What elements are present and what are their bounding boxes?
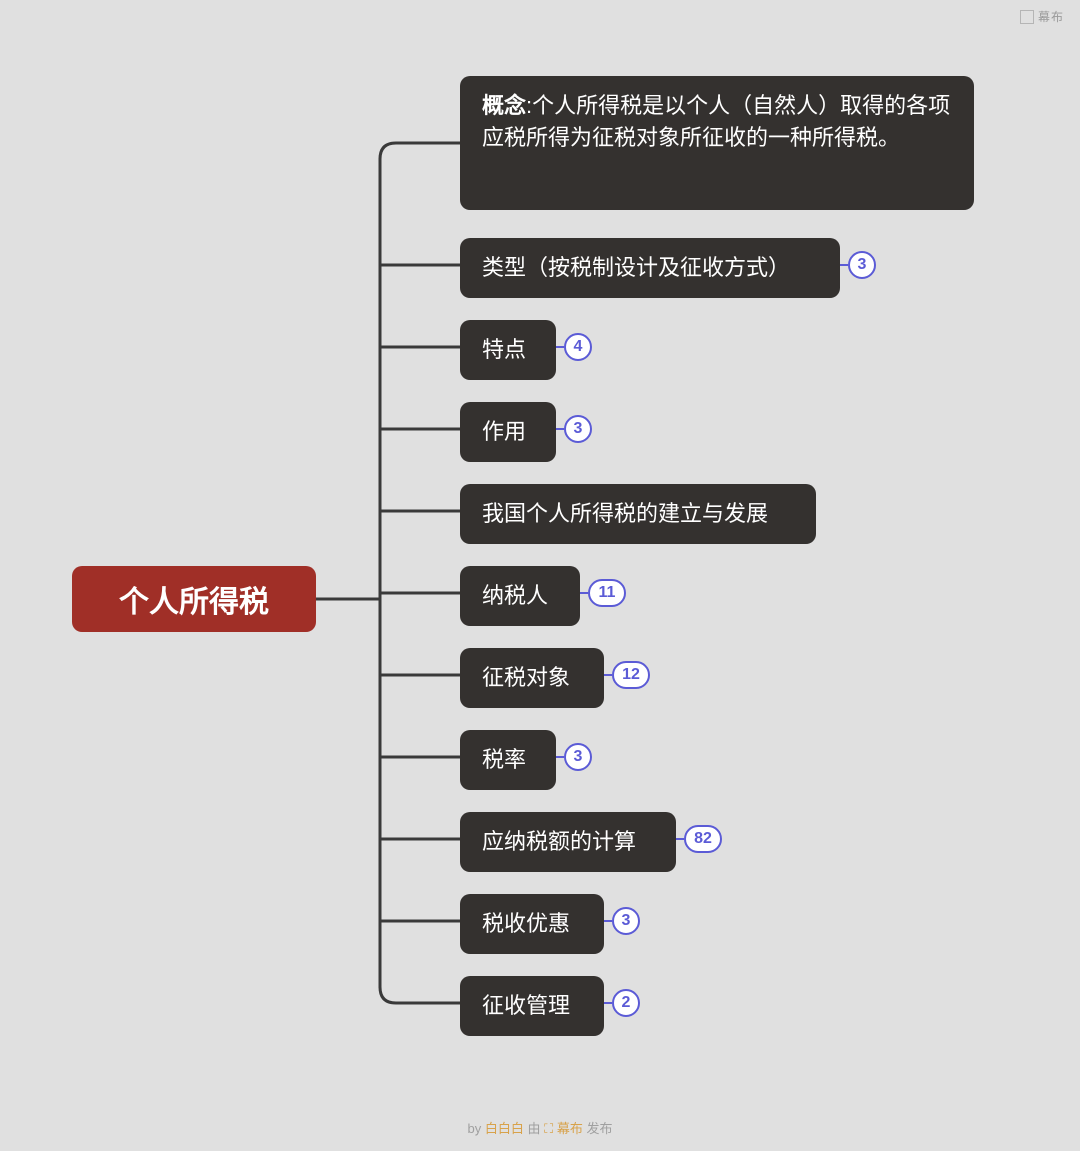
- mindmap-canvas: 个人所得税 概念:个人所得税是以个人（自然人）取得的各项应税所得为征税对象所征收…: [0, 0, 1080, 1151]
- count-badge-value: 82: [694, 830, 712, 848]
- child-text: 我国个人所得税的建立与发展: [482, 501, 768, 526]
- count-badge-rate[interactable]: 3: [564, 743, 592, 771]
- child-node-rate[interactable]: 税率: [460, 730, 556, 790]
- child-text: 税率: [482, 747, 526, 772]
- count-badge-pref[interactable]: 3: [612, 907, 640, 935]
- count-badge-value: 3: [574, 748, 583, 766]
- child-text: 征收管理: [482, 993, 570, 1018]
- count-badge-types[interactable]: 3: [848, 251, 876, 279]
- child-node-calc[interactable]: 应纳税额的计算: [460, 812, 676, 872]
- count-badge-calc[interactable]: 82: [684, 825, 722, 853]
- child-node-admin[interactable]: 征收管理: [460, 976, 604, 1036]
- count-badge-value: 4: [574, 338, 583, 356]
- child-text: 特点: [482, 337, 526, 362]
- watermark: 幕布: [1020, 8, 1064, 25]
- child-text: 征税对象: [482, 665, 570, 690]
- root-label: 个人所得税: [119, 577, 269, 621]
- child-node-roles[interactable]: 作用: [460, 402, 556, 462]
- count-badge-taxpayer[interactable]: 11: [588, 579, 626, 607]
- count-badge-admin[interactable]: 2: [612, 989, 640, 1017]
- count-badge-object[interactable]: 12: [612, 661, 650, 689]
- count-badge-value: 11: [599, 584, 616, 602]
- child-text: 作用: [482, 419, 526, 444]
- footer-attribution: by 白白白 由 ⛶ 幕布 发布: [0, 1118, 1080, 1137]
- child-node-object[interactable]: 征税对象: [460, 648, 604, 708]
- child-node-pref[interactable]: 税收优惠: [460, 894, 604, 954]
- root-node[interactable]: 个人所得税: [72, 566, 316, 632]
- child-node-types[interactable]: 类型（按税制设计及征收方式）: [460, 238, 840, 298]
- footer-brand[interactable]: 幕布: [557, 1121, 583, 1136]
- footer-by: by: [467, 1121, 481, 1136]
- count-badge-value: 12: [622, 666, 640, 684]
- count-badge-value: 3: [622, 912, 631, 930]
- count-badge-value: 3: [858, 256, 867, 274]
- child-text: 应纳税额的计算: [482, 829, 636, 854]
- child-text: 纳税人: [482, 583, 548, 608]
- count-badge-value: 2: [622, 994, 631, 1012]
- count-badge-roles[interactable]: 3: [564, 415, 592, 443]
- footer-brand-icon: ⛶: [544, 1121, 553, 1136]
- count-badge-value: 3: [574, 420, 583, 438]
- grid-icon: [1020, 10, 1034, 24]
- child-bold-lead: 概念: [482, 93, 526, 118]
- child-node-features[interactable]: 特点: [460, 320, 556, 380]
- child-node-concept[interactable]: 概念:个人所得税是以个人（自然人）取得的各项应税所得为征税对象所征收的一种所得税…: [460, 76, 974, 210]
- footer-pub: 发布: [587, 1121, 613, 1136]
- footer-author[interactable]: 白白白: [485, 1121, 524, 1136]
- count-badge-features[interactable]: 4: [564, 333, 592, 361]
- footer-sep: 由: [527, 1121, 540, 1136]
- child-text: :个人所得税是以个人（自然人）取得的各项应税所得为征税对象所征收的一种所得税。: [482, 93, 950, 150]
- child-text: 税收优惠: [482, 911, 570, 936]
- child-text: 类型（按税制设计及征收方式）: [482, 255, 790, 280]
- child-node-history[interactable]: 我国个人所得税的建立与发展: [460, 484, 816, 544]
- child-node-taxpayer[interactable]: 纳税人: [460, 566, 580, 626]
- watermark-label: 幕布: [1038, 8, 1064, 25]
